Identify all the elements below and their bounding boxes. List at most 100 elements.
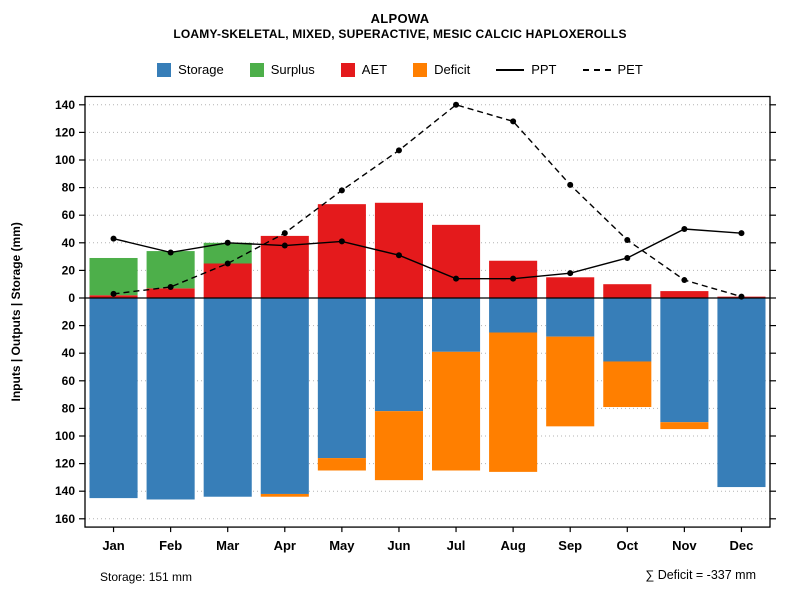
y-tick-label: 160 [55, 512, 75, 526]
x-label-nov: Nov [672, 538, 697, 553]
legend-label-pet: PET [617, 62, 643, 77]
y-tick-label: 60 [62, 374, 76, 388]
water-balance-chart: 160 140 120 100 80 60 40 20 0 20 40 60 80 100 120 140 Ja… [9, 95, 776, 553]
bar-surplus-jan [89, 257, 138, 296]
legend-label-surplus: Surplus [270, 62, 315, 77]
ppt-line-marker-jul [453, 275, 460, 282]
y-tick-label: 80 [62, 401, 76, 415]
bar-aet-may [317, 204, 366, 298]
chart-title: ALPOWA [370, 11, 430, 26]
ppt-line-marker-mar [224, 239, 231, 246]
y-tick-label: 140 [55, 98, 75, 112]
y-tick-label: 40 [62, 236, 76, 250]
bar-surplus-mar [203, 242, 252, 264]
bar-storage-mar [203, 298, 252, 497]
x-label-dec: Dec [730, 538, 754, 553]
bar-storage-oct [603, 298, 652, 362]
chart-legend: Storage Surplus AET Deficit PPT PET [0, 62, 800, 77]
x-axis-labels: Jan Feb Mar Apr May Jun Jul Aug Sep Oct Nov Dec [102, 527, 753, 553]
ppt-line-marker-feb [167, 249, 174, 256]
x-label-sep: Sep [558, 538, 582, 553]
chart-subtitle: LOAMY-SKELETAL, MIXED, SUPERACTIVE, MESI… [173, 27, 627, 41]
legend-item-pet: PET [582, 62, 643, 77]
legend-label-deficit: Deficit [434, 62, 471, 77]
bar-deficit-sep [546, 336, 595, 427]
y-tick-label: 100 [55, 153, 75, 167]
bar-storage-sep [546, 298, 595, 337]
y-tick-label: 0 [68, 291, 75, 305]
x-label-jul: Jul [447, 538, 466, 553]
deficit-total-label: ∑ Deficit = -337 mm [645, 568, 756, 582]
bar-deficit-aug [489, 332, 538, 472]
legend-label-storage: Storage [178, 62, 224, 77]
legend-item-aet: AET [340, 62, 388, 77]
legend-swatch-storage [157, 62, 172, 77]
ppt-line-marker-jan [110, 235, 117, 242]
ppt-line [113, 228, 742, 280]
y-axis-title: Inputs | Outputs | Storage (mm) [9, 222, 23, 401]
ppt-line-marker-sep [567, 270, 574, 277]
bar-aet-feb [146, 288, 195, 298]
bar-storage-dec [717, 298, 766, 488]
y-tick-label: 20 [62, 263, 76, 277]
pet-line-marker-may [338, 187, 345, 194]
x-label-mar: Mar [216, 538, 239, 553]
y-tick-label: 80 [62, 181, 76, 195]
y-tick-label: 140 [55, 484, 75, 498]
ppt-line-marker-nov [681, 226, 688, 232]
bar-surplus-feb [146, 251, 195, 289]
pet-line-markers [110, 101, 745, 300]
ppt-line-marker-jun [395, 252, 402, 259]
legend-item-surplus: Surplus [249, 62, 315, 77]
ppt-line-marker-may [338, 238, 345, 245]
bars-group [89, 202, 766, 500]
legend-swatch-surplus [249, 62, 264, 77]
y-tick-label: 100 [55, 429, 75, 443]
y-tick-label: 60 [62, 208, 76, 222]
ppt-line-marker-oct [624, 254, 631, 261]
ppt-line-marker-aug [510, 275, 517, 282]
legend-label-ppt: PPT [531, 62, 557, 77]
pet-line [113, 104, 742, 298]
pet-line-marker-feb [167, 283, 174, 290]
bar-storage-jan [89, 298, 138, 499]
bar-aet-nov [660, 291, 709, 298]
bar-deficit-jul [432, 351, 481, 471]
pet-line-marker-nov [681, 277, 688, 284]
pet-line-marker-sep [567, 181, 574, 188]
ppt-line-markers [110, 226, 745, 282]
pet-line-marker-mar [224, 260, 231, 267]
legend-item-storage: Storage [157, 62, 224, 77]
legend-swatch-aet [340, 62, 355, 77]
bar-storage-may [317, 298, 366, 459]
pet-line-marker-apr [281, 230, 288, 237]
pet-line-marker-jun [395, 147, 402, 154]
x-label-oct: Oct [616, 538, 638, 553]
bar-storage-apr [260, 298, 309, 494]
plot-frame [84, 95, 771, 528]
y-tick-label: 120 [55, 125, 75, 139]
bar-aet-sep [546, 277, 595, 298]
legend-swatch-deficit [413, 62, 428, 77]
x-label-may: May [329, 538, 355, 553]
bar-deficit-may [317, 458, 366, 471]
x-label-jun: Jun [387, 538, 410, 553]
storage-total-label: Storage: 151 mm [100, 570, 193, 584]
y-axis-ticks: 160 140 120 100 80 60 40 20 0 20 40 60 80 100 120 140 [55, 98, 776, 526]
ppt-line-marker-dec [738, 230, 745, 237]
bar-storage-nov [660, 298, 709, 423]
pet-line-marker-oct [624, 237, 631, 244]
x-label-apr: Apr [274, 538, 296, 553]
pet-line-marker-dec [738, 293, 745, 300]
bar-aet-jul [432, 224, 481, 298]
bar-deficit-oct [603, 361, 652, 408]
bar-storage-aug [489, 298, 538, 333]
bar-deficit-jun [374, 411, 423, 481]
pet-line-marker-jul [453, 101, 460, 108]
pet-line-marker-jan [110, 290, 117, 297]
x-label-feb: Feb [159, 538, 182, 553]
ppt-line-marker-apr [281, 242, 288, 249]
x-label-jan: Jan [102, 538, 124, 553]
legend-label-aet: AET [361, 62, 388, 77]
